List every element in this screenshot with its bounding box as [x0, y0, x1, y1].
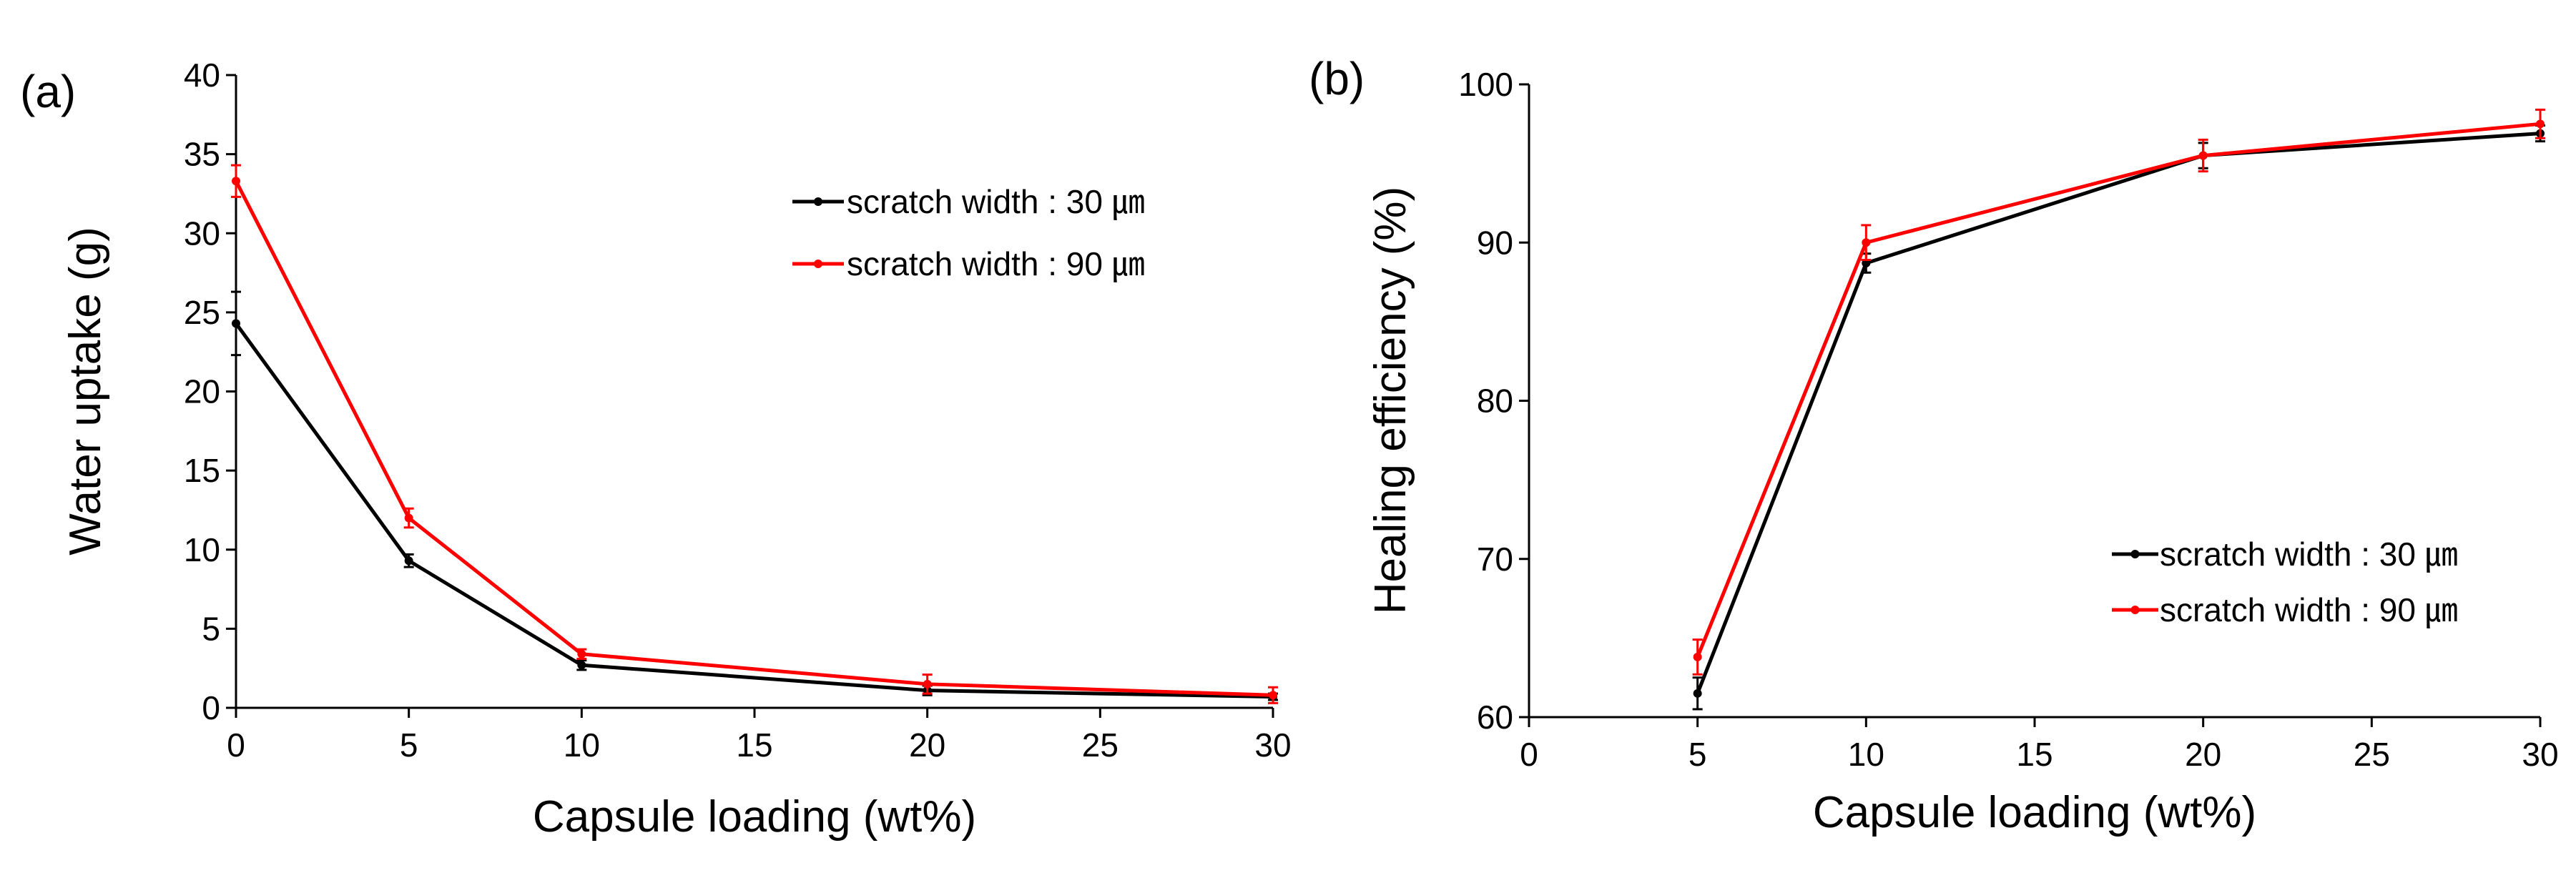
x-tick-label: 30	[2522, 736, 2558, 773]
series-line	[1696, 122, 2541, 658]
y-tick-label: 30	[184, 214, 220, 252]
y-tick-label: 70	[1477, 541, 1513, 578]
legend-label: scratch width : 30 ㎛	[2160, 536, 2458, 573]
panel-label: (b)	[1309, 53, 1365, 104]
data-point	[1269, 691, 1277, 700]
x-axis-title: Capsule loading (wt%)	[533, 792, 976, 842]
series-line	[1696, 132, 2541, 694]
x-tick-label: 20	[2185, 736, 2221, 773]
y-tick-label: 20	[184, 373, 220, 410]
legend: scratch width : 30 ㎛ scratch width : 90 ㎛	[2112, 536, 2458, 629]
x-tick-label: 15	[736, 726, 772, 764]
y-tick-label: 40	[184, 56, 220, 94]
x-tick-label: 5	[400, 726, 418, 764]
chart-panel-a: 0 5 10 15 20 25 30 35 40 0 5 10 15 20 25 30 Capsule load…	[20, 56, 1292, 842]
y-tick-label: 25	[184, 294, 220, 331]
x-tick-label: 25	[1082, 726, 1119, 764]
legend-label: scratch width : 90 ㎛	[847, 245, 1145, 283]
x-tick-label: 5	[1688, 736, 1707, 773]
data-point	[404, 556, 413, 566]
data-point	[2536, 119, 2545, 129]
panel-label: (a)	[20, 66, 76, 117]
x-tick-label: 15	[2016, 736, 2053, 773]
y-axis-title: Healing efficiency (%)	[1366, 187, 1415, 614]
x-axis-title: Capsule loading (wt%)	[1813, 788, 2256, 837]
y-tick-label: 100	[1458, 66, 1513, 103]
x-tick-label: 25	[2354, 736, 2390, 773]
x-tick-label: 10	[564, 726, 600, 764]
data-point	[1693, 652, 1702, 661]
data-point	[404, 513, 413, 523]
x-tick-label: 20	[909, 726, 945, 764]
data-point	[577, 661, 586, 670]
x-tick-label: 10	[1848, 736, 1884, 773]
series-scratch-30um	[231, 290, 1278, 701]
data-point	[232, 177, 240, 186]
legend-label: scratch width : 90 ㎛	[2160, 591, 2458, 629]
y-tick-label: 60	[1477, 699, 1513, 736]
data-point	[1862, 238, 1871, 247]
y-tick-label: 5	[202, 610, 220, 647]
x-tick-label: 0	[1520, 736, 1538, 773]
legend-marker	[2130, 550, 2140, 558]
series-scratch-90um	[1692, 108, 2545, 676]
y-tick-label: 0	[202, 689, 220, 726]
legend-marker	[814, 197, 822, 206]
y-tick-label: 80	[1477, 383, 1513, 420]
y-tick-label: 15	[184, 452, 220, 489]
x-tick-label: 30	[1254, 726, 1291, 764]
data-point	[2198, 151, 2208, 160]
y-tick-label: 90	[1477, 224, 1513, 261]
legend-label: scratch width : 30 ㎛	[847, 183, 1145, 221]
legend-marker	[814, 260, 822, 268]
data-point	[577, 649, 586, 658]
legend-marker	[2130, 606, 2140, 614]
y-axis-title: Water uptake (g)	[61, 227, 110, 555]
x-tick-label: 0	[227, 726, 245, 764]
y-tick-label: 35	[184, 136, 220, 173]
legend: scratch width : 30 ㎛ scratch width : 90 ㎛	[792, 183, 1145, 283]
y-tick-label: 10	[184, 531, 220, 568]
data-point	[923, 679, 932, 689]
data-point	[232, 319, 240, 328]
data-point	[1693, 689, 1702, 698]
series-scratch-90um	[231, 164, 1278, 704]
series-line	[234, 322, 1274, 699]
chart-panel-b: 60 70 80 90 100 0 5 10 15 20 25 30 Capsule loading (…	[1309, 53, 2559, 837]
